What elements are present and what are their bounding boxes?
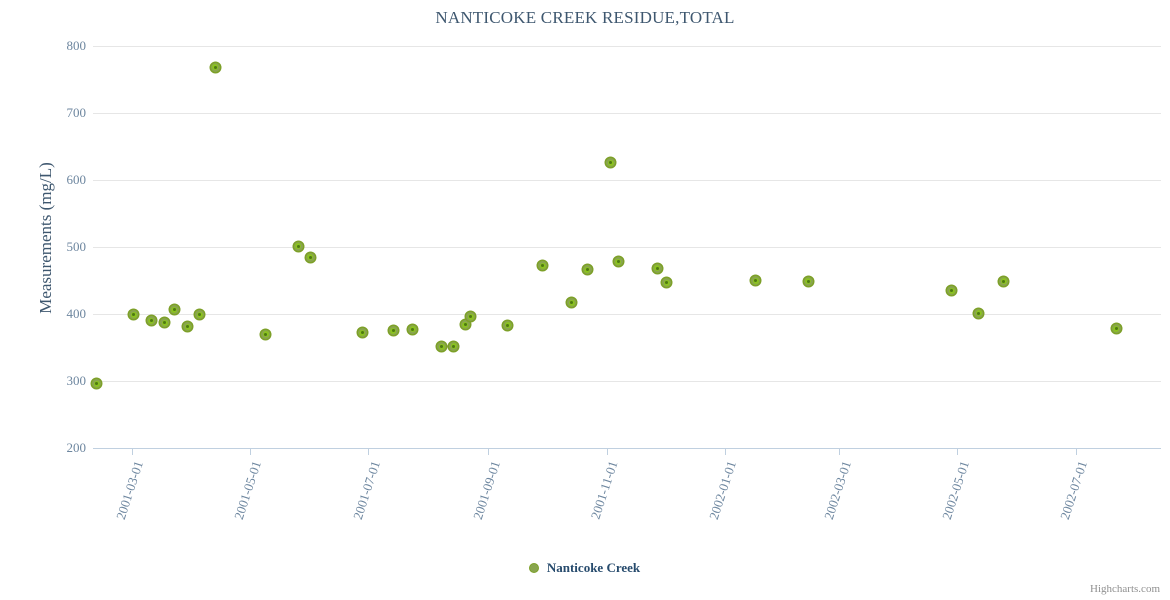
data-point[interactable] — [146, 316, 156, 326]
data-point[interactable] — [652, 263, 662, 273]
data-point[interactable] — [169, 305, 179, 315]
y-gridline — [93, 46, 1161, 47]
data-point[interactable] — [293, 241, 303, 251]
x-axis-line — [93, 448, 1161, 449]
y-gridline — [93, 381, 1161, 382]
data-point[interactable] — [613, 257, 623, 267]
y-gridline — [93, 314, 1161, 315]
data-point[interactable] — [582, 265, 592, 275]
data-point[interactable] — [305, 252, 315, 262]
data-point[interactable] — [567, 298, 577, 308]
y-axis-tick-label: 500 — [66, 239, 87, 254]
x-axis-tick-label: 2001-07-01 — [349, 459, 383, 522]
data-point[interactable] — [357, 328, 367, 338]
x-axis-tick-label: 2001-05-01 — [231, 459, 265, 522]
y-axis-tick-label: 200 — [66, 440, 87, 455]
data-point[interactable] — [803, 276, 813, 286]
x-axis-labels: 2001-03-01 2001-05-01 2001-07-01 2001-09-01… — [93, 449, 1161, 569]
y-axis-tick-label: 800 — [66, 38, 87, 53]
data-point[interactable] — [183, 322, 193, 332]
x-axis-tick-label: 2001-09-01 — [469, 459, 503, 522]
y-axis-title: Measurements (mg/L) — [36, 162, 55, 314]
x-axis-tick-label: 2001-11-01 — [588, 459, 621, 521]
x-axis-tick — [839, 449, 841, 455]
data-point[interactable] — [466, 312, 476, 322]
x-axis-tick — [368, 449, 370, 455]
data-point[interactable] — [999, 276, 1009, 286]
x-axis-tick-label: 2002-03-01 — [820, 459, 854, 522]
y-gridline — [93, 247, 1161, 248]
chart-title: NANTICOKE CREEK RESIDUE,TOTAL — [435, 8, 735, 27]
x-axis-tick-label: 2001-03-01 — [113, 459, 147, 522]
data-point[interactable] — [1111, 324, 1121, 334]
chart-legend: Nanticoke Creek — [0, 560, 1170, 576]
data-point[interactable] — [947, 286, 957, 296]
x-axis-tick-label: 2002-07-01 — [1056, 459, 1090, 522]
y-axis-labels: Measurements (mg/L) 200 300 400 500 600 700 80… — [18, 38, 87, 455]
data-point[interactable] — [129, 310, 139, 320]
data-point[interactable] — [606, 158, 616, 168]
data-point[interactable] — [210, 62, 220, 72]
data-point[interactable] — [460, 320, 470, 330]
data-point[interactable] — [261, 329, 270, 339]
x-axis-tick — [488, 449, 490, 455]
x-axis-tick — [957, 449, 959, 455]
legend-item-nanticoke-creek[interactable]: Nanticoke Creek — [529, 560, 641, 576]
y-axis-tick-label: 400 — [66, 306, 87, 321]
plot-area — [92, 46, 1161, 449]
data-point[interactable] — [437, 342, 447, 352]
x-axis-tick-label: 2002-05-01 — [938, 459, 972, 522]
data-point[interactable] — [92, 379, 102, 389]
x-axis-tick — [606, 449, 608, 455]
y-gridline — [93, 180, 1161, 181]
data-point[interactable] — [449, 341, 459, 351]
x-axis-tick — [1075, 449, 1077, 455]
data-point[interactable] — [160, 318, 170, 328]
y-axis-tick-label: 600 — [66, 172, 87, 187]
legend-item-label: Nanticoke Creek — [546, 560, 641, 575]
x-axis-tick — [131, 449, 133, 455]
x-axis-tick — [724, 449, 726, 455]
y-gridline — [93, 113, 1161, 114]
x-axis-tick-label: 2002-01-01 — [706, 459, 740, 522]
data-point[interactable] — [195, 310, 205, 320]
data-point[interactable] — [388, 326, 398, 336]
credits-label[interactable]: Highcharts.com — [1090, 583, 1160, 595]
data-point[interactable] — [751, 276, 761, 285]
data-point[interactable] — [408, 324, 418, 334]
data-point[interactable] — [538, 261, 548, 271]
x-axis-tick — [250, 449, 251, 455]
legend-marker-icon — [529, 564, 538, 572]
y-axis-tick-label: 700 — [66, 105, 87, 120]
data-point[interactable] — [974, 308, 984, 318]
data-point[interactable] — [503, 320, 513, 330]
data-point[interactable] — [662, 278, 672, 287]
y-axis-tick-label: 300 — [66, 373, 87, 388]
